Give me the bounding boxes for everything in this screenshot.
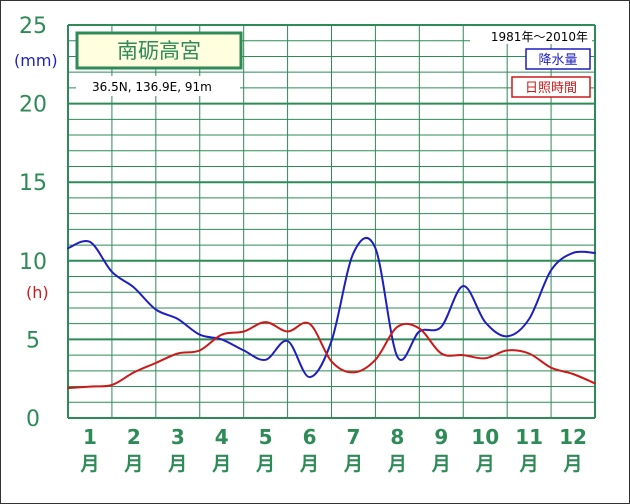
legend-sun: 日照時間 <box>525 81 577 96</box>
x-tick-month-number: 7 <box>346 425 360 449</box>
x-tick-month-unit: 月 <box>475 453 495 475</box>
legend-sun-box <box>511 76 591 98</box>
x-tick-month-unit: 月 <box>343 453 363 475</box>
x-tick-month-unit: 月 <box>211 453 231 475</box>
y-tick-label: 20 <box>19 93 47 118</box>
x-tick-month-unit: 月 <box>123 453 143 475</box>
x-tick-month-unit: 月 <box>79 453 99 475</box>
x-tick-month-unit: 月 <box>299 453 319 475</box>
x-tick-month-number: 5 <box>259 425 273 449</box>
series-lines <box>67 237 596 390</box>
x-tick-month-number: 6 <box>303 425 317 449</box>
y-tick-label: 25 <box>19 14 47 39</box>
x-tick-month-unit: 月 <box>255 453 275 475</box>
sunshine-series-line <box>67 321 596 390</box>
y-unit-precip: (mm) <box>14 51 58 70</box>
legend-precip-box <box>525 48 591 70</box>
y-tick-label: 5 <box>26 328 40 353</box>
x-tick-month-number: 10 <box>471 425 499 449</box>
x-tick-month-number: 12 <box>559 425 587 449</box>
x-tick-month-unit: 月 <box>519 453 539 475</box>
x-tick-month-number: 4 <box>215 425 229 449</box>
x-tick-month-number: 11 <box>515 425 543 449</box>
x-tick-month-unit: 月 <box>167 453 187 475</box>
y-tick-label: 15 <box>19 171 47 196</box>
period-text: 1981年～2010年 <box>491 30 588 44</box>
y-unit-sun: (h) <box>26 283 49 302</box>
station-name-box <box>75 31 243 70</box>
y-axis-ticks: 0 5 10 15 20 25 <box>19 14 47 432</box>
coords-box <box>76 76 240 96</box>
x-tick-month-number: 9 <box>434 425 448 449</box>
x-tick-month-unit: 月 <box>387 453 407 475</box>
y-tick-label: 0 <box>26 407 40 432</box>
legend-precip: 降水量 <box>538 53 577 68</box>
grid-lines <box>67 24 596 419</box>
x-tick-month-unit: 月 <box>431 453 451 475</box>
y-tick-label: 10 <box>19 250 47 275</box>
x-tick-month-number: 1 <box>83 425 97 449</box>
station-name: 南砺高宮 <box>117 39 201 63</box>
period-box <box>470 26 592 44</box>
x-tick-month-number: 2 <box>127 425 141 449</box>
x-tick-month-number: 8 <box>390 425 404 449</box>
x-tick-month-unit: 月 <box>563 453 583 475</box>
precip-series-line <box>67 237 596 379</box>
x-axis-ticks: 1 月 2 月 3 月 4 月 5 月 6 月 7 月 8 月 9 月 10 月 11 月 12 月 <box>79 425 587 475</box>
station-coords: 36.5N, 136.9E, 91m <box>92 80 212 94</box>
x-tick-month-number: 3 <box>171 425 185 449</box>
